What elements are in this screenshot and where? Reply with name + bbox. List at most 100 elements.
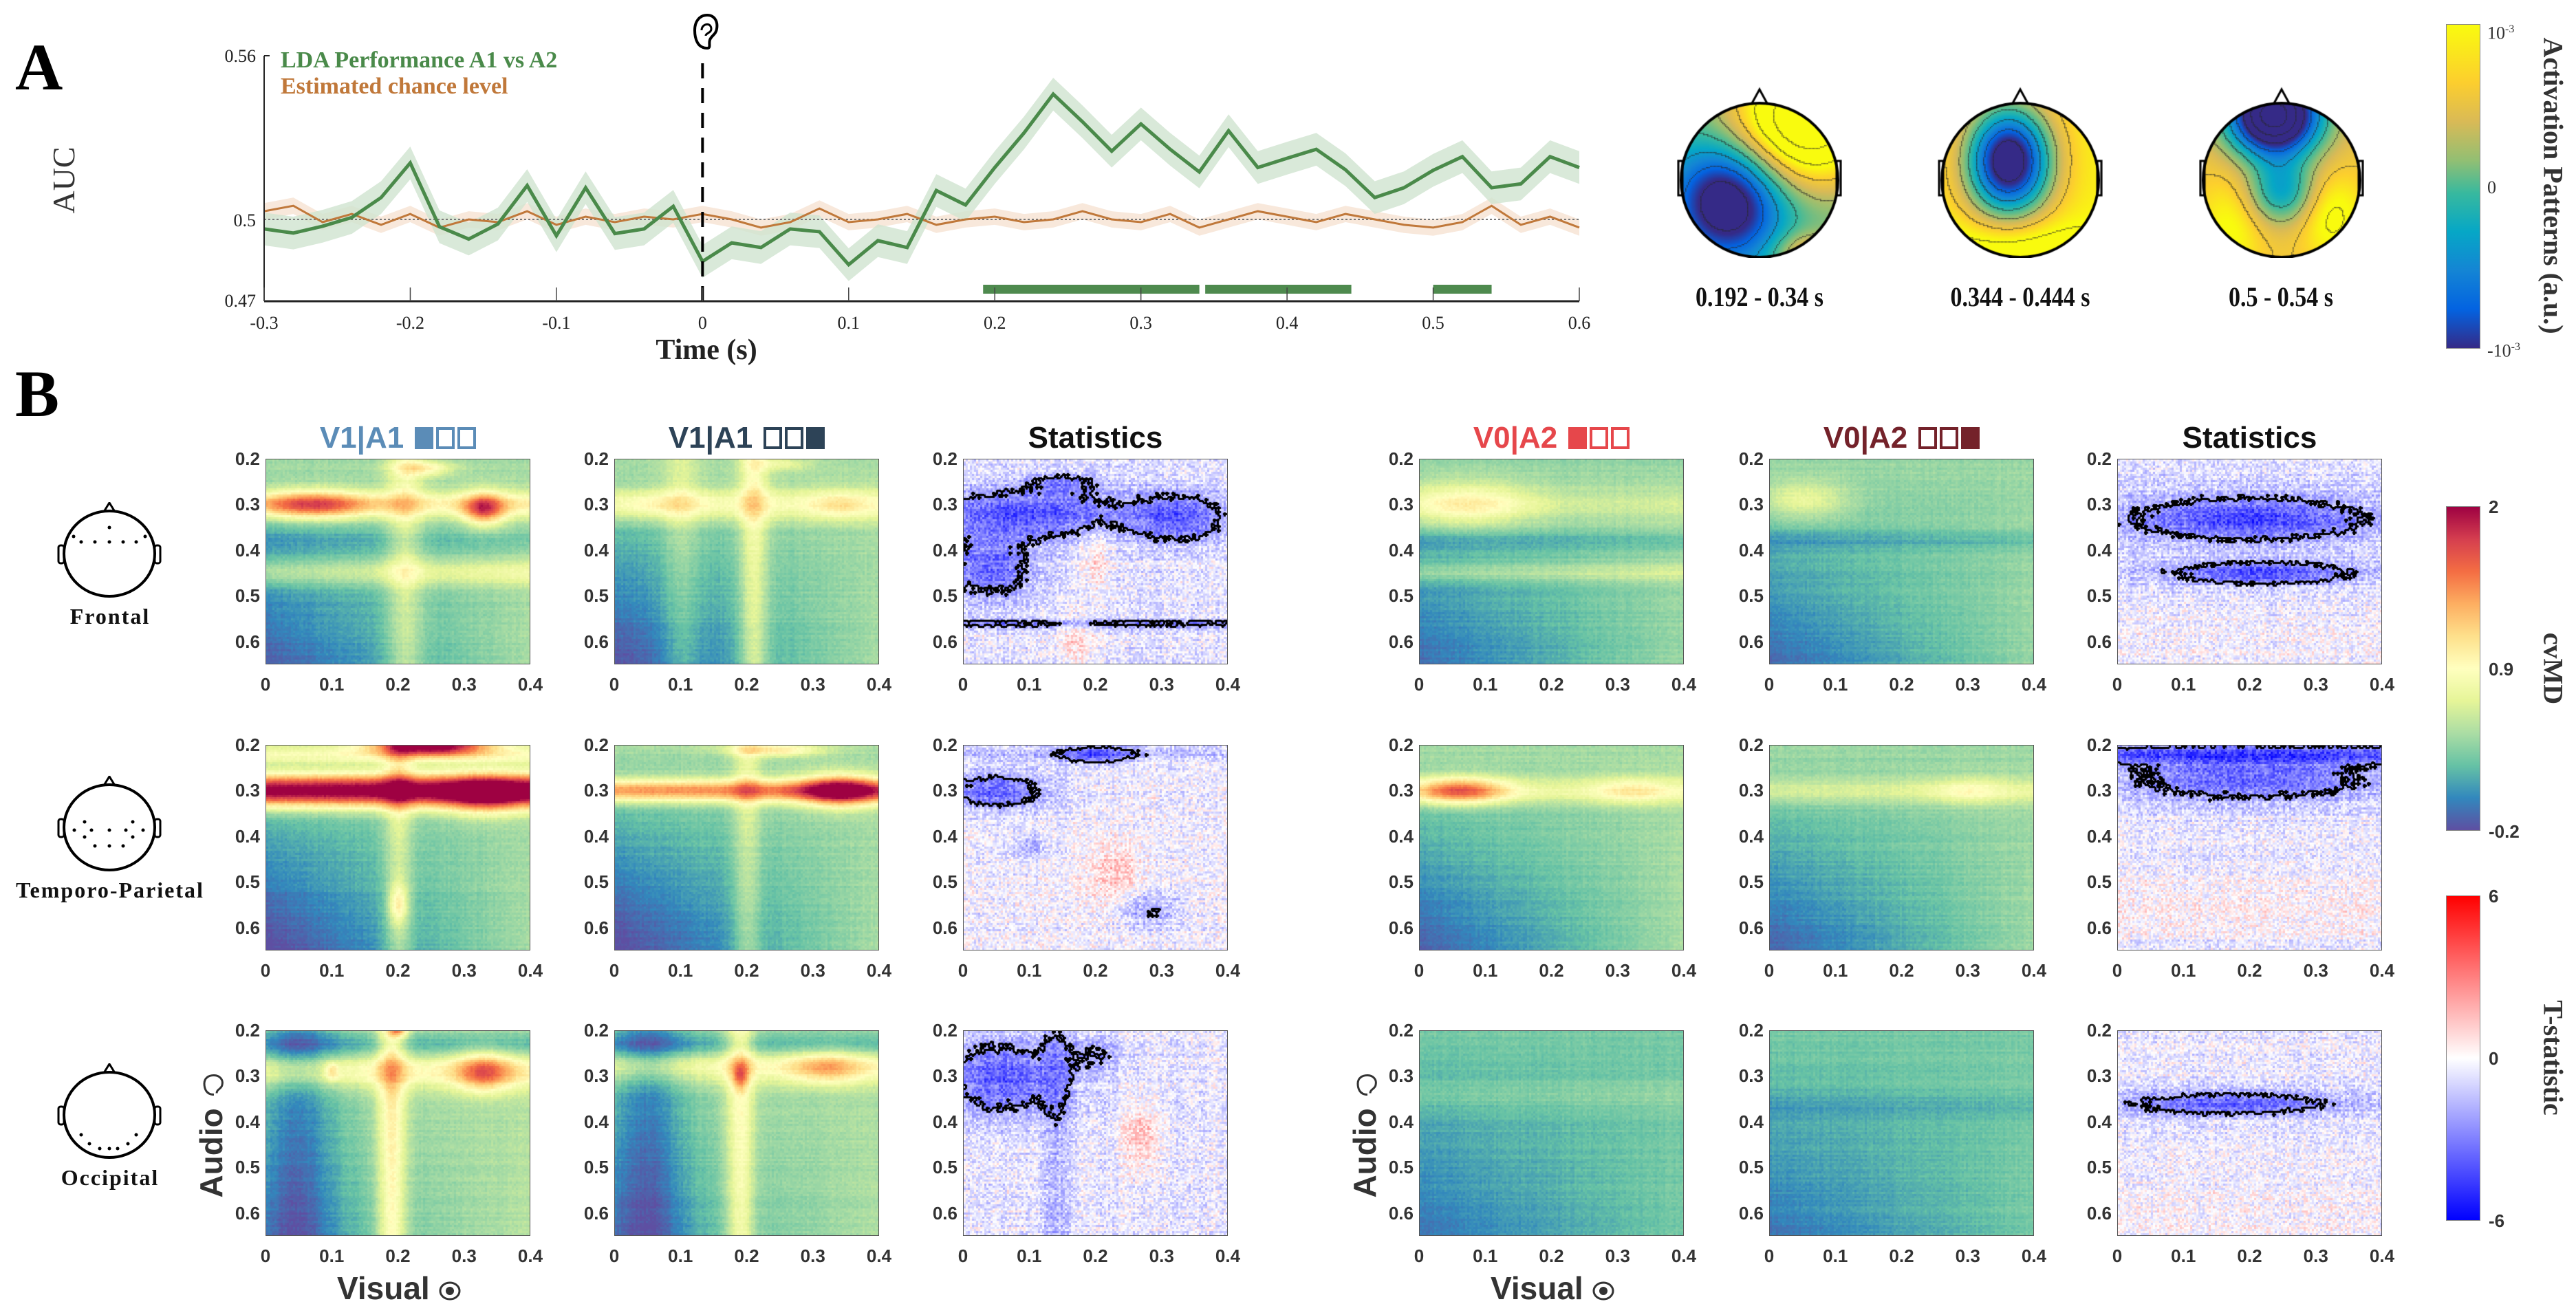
heatmap-temporo-parietal-4 (1419, 745, 1684, 950)
column-title-text: V0|A2 (1823, 421, 1908, 455)
y-tick-label: 0.4 (932, 539, 957, 561)
x-tick-label: 0.3 (800, 674, 825, 695)
x-axis-label: Time (s) (656, 334, 757, 366)
y-tick-label: 0.6 (583, 917, 609, 938)
x-tick-label: 0.1 (2171, 1246, 2196, 1266)
topomap-3 (2199, 86, 2364, 258)
heatmap-temporo-parietal-5 (1769, 745, 2034, 950)
y-tick-label: 0.2 (235, 448, 260, 469)
condition-box-empty (1918, 427, 1938, 449)
x-tick-label: 0.2 (1889, 674, 1914, 695)
column-title-text: V0|A2 (1473, 421, 1558, 455)
heatmap-canvas (1770, 1031, 2033, 1235)
y-tick-label: 0.4 (2086, 539, 2112, 561)
x-tick-label: 0.1 (668, 1246, 693, 1266)
x-tick-label: 0.4 (517, 674, 543, 695)
heatmap-canvas (964, 746, 1227, 950)
y-tick-label: 0.4 (1388, 539, 1414, 561)
condition-box-empty (1940, 427, 1959, 449)
audio-axis-label-left: Audio (193, 1072, 230, 1198)
heatmap-temporo-parietal-6 (2117, 745, 2382, 950)
y-tick-label: 0.4 (932, 825, 957, 847)
x-tick-label: 0 (957, 1246, 968, 1266)
y-tick-label: 0.2 (2086, 448, 2112, 469)
x-tick-label: 0.3 (1605, 674, 1630, 695)
y-tick-label: 0.3 (1388, 780, 1414, 801)
y-tick-label: 0.3 (1738, 494, 1764, 515)
y-tick-label: 0.6 (1388, 631, 1414, 652)
y-tick-label: 0.3 (583, 494, 609, 515)
error-band-0 (264, 78, 1579, 281)
x-tick-label: 0.4 (2369, 674, 2395, 695)
audio-axis-label-right: Audio (1346, 1072, 1383, 1198)
x-tick-label: 0.4 (866, 1246, 892, 1266)
ear-icon (203, 1074, 224, 1096)
x-tick-label: 0 (1764, 674, 1775, 695)
x-tick-label: 0.1 (1017, 674, 1042, 695)
x-tick-label: 0.5 (1422, 313, 1444, 333)
y-tick-label: 0.3 (235, 1065, 260, 1087)
x-tick-label: -0.2 (396, 313, 424, 333)
heatmap-canvas (615, 459, 878, 664)
heatmap-canvas (2118, 1031, 2381, 1235)
y-tick-label: 0.3 (932, 494, 957, 515)
x-tick-label: 0.4 (1215, 960, 1241, 981)
y-tick-label: 0.5 (1738, 585, 1764, 607)
visual-axis-label-left: Visual (337, 1270, 462, 1307)
heatmap-occipital-2 (614, 1030, 879, 1236)
y-tick-label: 0.2 (932, 1020, 957, 1041)
x-tick-label: 0 (260, 674, 271, 695)
y-tick-label: 0.3 (932, 1065, 957, 1087)
x-tick-label: 0.3 (1605, 1246, 1630, 1266)
x-tick-label: 0 (957, 960, 968, 981)
y-tick-label: 0.2 (2086, 1020, 2112, 1041)
heatmap-temporo-parietal-1 (266, 745, 530, 950)
y-tick-label: 0.4 (932, 1111, 957, 1132)
y-tick-label: 0.5 (1388, 585, 1414, 607)
x-tick-label: 0.4 (517, 1246, 543, 1266)
x-tick-label: 0.3 (1605, 960, 1630, 981)
x-tick-label: 0.2 (2237, 1246, 2262, 1266)
column-title-1: V1|A1 (254, 421, 543, 455)
y-tick-label: 0.2 (1738, 735, 1764, 755)
y-tick-label: 0.5 (2086, 1157, 2112, 1178)
heatmap-canvas (266, 1031, 530, 1235)
topomap-2 (1938, 86, 2103, 258)
x-tick-label: 0.2 (1539, 1246, 1564, 1266)
y-tick-label: 0.5 (235, 585, 260, 607)
y-tick-label: 0.6 (1738, 1202, 1764, 1224)
y-tick-label: 0.2 (1388, 1020, 1414, 1041)
x-tick-label: -0.1 (542, 313, 570, 333)
column-title-5: V0|A2 (1757, 421, 2046, 455)
x-tick-label: 0.3 (1955, 674, 1980, 695)
x-tick-label: 0 (2112, 960, 2123, 981)
x-tick-label: 0.2 (1539, 674, 1564, 695)
series-line-0 (263, 91, 1580, 268)
condition-box-empty (1590, 427, 1609, 449)
x-tick-label: 0 (1414, 960, 1425, 981)
eye-icon (439, 1281, 461, 1301)
topomap-label-1: 0.192 - 0.34 s (1695, 281, 1824, 312)
heatmap-temporo-parietal-3 (963, 745, 1228, 950)
x-tick-label: 0.4 (866, 960, 892, 981)
x-tick-label: 0.6 (1568, 313, 1591, 333)
y-tick-label: 0.4 (1738, 539, 1764, 561)
temporo-parietal-head-icon (57, 776, 162, 871)
x-tick-label: 0.1 (1017, 1246, 1042, 1266)
y-tick-label: 0.5 (583, 871, 609, 893)
x-tick-label: 0 (698, 313, 707, 333)
y-tick-label: 0.4 (583, 825, 609, 847)
y-tick-label: 0.6 (932, 631, 957, 652)
heatmap-frontal-3 (963, 459, 1228, 664)
x-tick-label: 0 (2112, 674, 2123, 695)
y-tick-label: 0.6 (583, 631, 609, 652)
x-tick-label: 0.1 (319, 674, 345, 695)
condition-box-empty (457, 427, 477, 449)
y-tick-label: 0.2 (1388, 735, 1414, 755)
row-label-frontal: Frontal (69, 604, 151, 629)
x-tick-label: 0.1 (319, 960, 345, 981)
x-tick-label: 0.1 (1473, 960, 1498, 981)
y-tick-label: 0.4 (235, 539, 260, 561)
x-tick-label: 0 (957, 674, 968, 695)
y-tick-label: 0.4 (583, 1111, 609, 1132)
